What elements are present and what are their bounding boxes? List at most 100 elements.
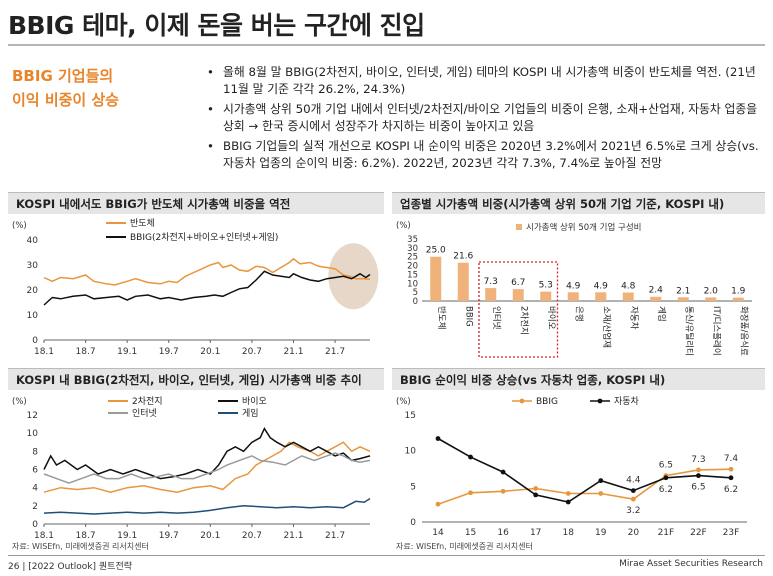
y-tick-label: 0 (410, 518, 416, 528)
y-unit-label: (%) (12, 221, 27, 231)
y-tick-label: 30 (407, 244, 418, 254)
y-tick-label: 10 (407, 279, 418, 289)
x-tick-label: 21.1 (283, 531, 303, 540)
category-label: 게임 (656, 306, 667, 322)
chart-bbig-components: (%) 0 2 4 6 8 10 12 18.1 18.7 19.1 19.7 20.1 20.7 21.1… (12, 395, 371, 540)
point-BBIG (435, 501, 441, 507)
bar-value-label: 4.9 (594, 281, 609, 291)
x-tick-label: 19.7 (159, 347, 179, 357)
y-tick-label: 40 (27, 236, 39, 246)
data-label: 6.5 (659, 461, 673, 471)
x-tick-label: 17 (530, 528, 541, 538)
category-label: 자동차 (628, 306, 638, 330)
bar-value-label: 4.8 (621, 281, 636, 291)
x-tick-label: 21.7 (325, 347, 345, 357)
y-tick-label: 35 (407, 235, 418, 245)
point-자동차 (435, 436, 441, 441)
y-tick-label: 5 (413, 288, 418, 298)
point-BBIG (728, 466, 734, 472)
legend-label: 2차전지 (132, 395, 163, 407)
series-line-게임 (43, 497, 371, 515)
bar-value-label: 1.9 (731, 287, 746, 297)
bar-value-label: 25.0 (426, 246, 446, 256)
point-BBIG (598, 491, 604, 496)
x-tick-label: 18.7 (76, 347, 96, 357)
series-line-자동차 (437, 437, 732, 503)
side-heading: BBIG 기업들의 이익 비중이 상승 (12, 64, 119, 112)
y-tick-label: 6 (32, 466, 38, 476)
x-tick-label: 15 (465, 528, 476, 538)
y-tick-label: 5 (410, 482, 416, 492)
y-tick-label: 12 (27, 411, 38, 421)
side-heading-line-2: 이익 비중이 상승 (12, 91, 120, 109)
category-label: 2차전지 (518, 306, 529, 335)
y-tick-label: 20 (407, 262, 418, 272)
point-자동차 (565, 499, 571, 505)
legend-swatch (516, 224, 522, 230)
category-label: 은행 (573, 306, 584, 322)
data-label: 7.3 (691, 455, 705, 465)
series-line-인터넷 (43, 452, 371, 484)
y-unit-label: (%) (396, 221, 411, 231)
y-tick-label: 8 (32, 447, 38, 457)
y-tick-label: 10 (27, 429, 39, 439)
legend-label: 시가총액 상위 50개 기업 구성비 (526, 222, 641, 233)
y-tick-label: 15 (405, 411, 416, 421)
data-label: 6.2 (659, 485, 673, 495)
bar-인터넷 (485, 288, 497, 301)
x-tick-label: 23F (723, 528, 740, 538)
x-tick-label: 21.1 (283, 347, 303, 357)
y-tick-label: 10 (405, 447, 417, 457)
bar-value-label: 5.3 (539, 281, 553, 291)
x-tick-label: 20.7 (242, 531, 262, 540)
bar-통신/유틸리티 (677, 297, 689, 301)
series-line-반도체 (43, 257, 371, 286)
category-label: IT/디스플레이 (711, 306, 722, 356)
x-tick-label: 20.1 (200, 347, 220, 357)
category-label: 화장품/음식료 (738, 306, 749, 356)
y-tick-label: 20 (27, 286, 39, 296)
y-tick-label: 0 (32, 520, 38, 530)
panel-header-3: KOSPI 내 BBIG(2차전지, 바이오, 인터넷, 게임) 시가총액 비중… (8, 368, 384, 390)
highlight-ellipse (328, 243, 379, 310)
point-BBIG (565, 491, 571, 496)
panel-header-4: BBIG 순이익 비중 상승(vs 자동차 업종, KOSPI 내) (392, 368, 765, 390)
panel-header-1: KOSPI 내에서도 BBIG가 반도체 시가총액 비중을 역전 (8, 192, 384, 214)
category-label: 통신/유틸리티 (683, 306, 693, 356)
point-자동차 (468, 454, 473, 460)
bar-value-label: 7.3 (484, 277, 498, 287)
bar-게임 (650, 296, 662, 301)
bar-2차전지 (512, 289, 524, 301)
bar-은행 (567, 292, 579, 301)
x-tick-label: 20 (628, 528, 640, 538)
legend-label: 인터넷 (132, 408, 157, 419)
bar-value-label: 2.4 (649, 286, 664, 296)
bullet-item: BBIG 기업들의 실적 개선으로 KOSPI 내 순이익 비중은 2020년 … (203, 138, 763, 171)
bar-value-label: 2.0 (704, 286, 719, 296)
series-line-BBIG (437, 468, 732, 505)
y-unit-label: (%) (396, 397, 411, 407)
x-tick-label: 16 (497, 528, 509, 538)
x-tick-label: 21.7 (325, 531, 345, 540)
point-자동차 (598, 478, 604, 484)
y-tick-label: 15 (407, 270, 418, 280)
point-BBIG (630, 496, 636, 502)
highlight-box (478, 261, 559, 358)
footer-left: 26 | [2022 Outlook] 퀀트전략 (8, 562, 133, 572)
data-label: 3.2 (626, 506, 640, 516)
bar-소재/산업재 (595, 292, 607, 301)
legend-marker (519, 398, 525, 404)
x-tick-label: 18.1 (34, 531, 54, 540)
point-자동차 (696, 473, 701, 479)
data-label: 6.5 (691, 483, 705, 493)
point-자동차 (500, 469, 506, 475)
bar-value-label: 2.1 (676, 286, 690, 296)
point-자동차 (533, 492, 539, 498)
legend-label: 게임 (242, 407, 259, 419)
data-label: 4.4 (626, 476, 641, 486)
bar-바이오 (540, 291, 552, 301)
y-tick-label: 0 (32, 336, 38, 346)
side-heading-line-1: BBIG 기업들의 (12, 67, 114, 85)
chart-net-income-share: (%) 0 5 10 15 14 15 16 17 18 19 20 21F 22F 23F BBIG 자동차 3… (396, 395, 747, 538)
